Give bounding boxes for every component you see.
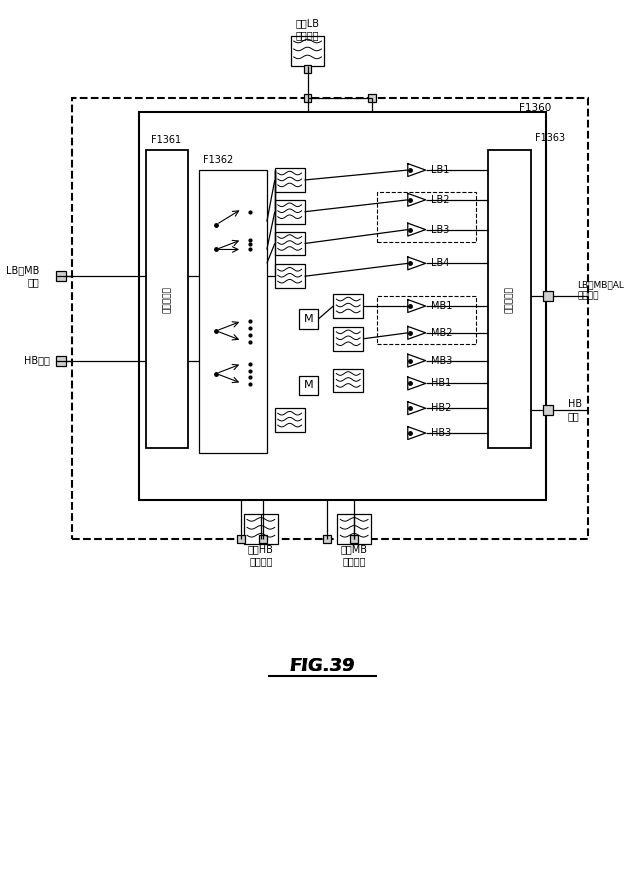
Bar: [56, 271, 67, 281]
Text: LB／MB／AL
帯域出力: LB／MB／AL 帯域出力: [577, 281, 625, 300]
Bar: [543, 291, 553, 301]
Text: HB
出力: HB 出力: [568, 399, 582, 421]
Text: 外部LB
フィルタ: 外部LB フィルタ: [296, 19, 319, 40]
Text: HB入力: HB入力: [24, 356, 49, 366]
Bar: [291, 36, 324, 66]
Bar: [333, 327, 363, 351]
Bar: [337, 515, 371, 544]
Text: HB1: HB1: [431, 379, 451, 389]
Bar: [377, 296, 476, 343]
Text: M: M: [304, 381, 314, 390]
Bar: [199, 170, 267, 453]
Bar: [323, 535, 332, 543]
Text: LB1: LB1: [431, 165, 449, 175]
Text: F1361: F1361: [150, 135, 181, 146]
Text: LB／MB
入力: LB／MB 入力: [6, 266, 40, 287]
Bar: [146, 150, 188, 448]
Text: 出力選択器: 出力選択器: [505, 285, 514, 313]
Bar: [56, 356, 67, 366]
Bar: [259, 535, 267, 543]
Bar: [72, 98, 588, 540]
Text: F1362: F1362: [204, 155, 234, 165]
Text: 外部HB
フィルタ: 外部HB フィルタ: [248, 544, 274, 566]
Text: HB3: HB3: [431, 428, 451, 438]
Bar: [237, 535, 245, 543]
Text: LB3: LB3: [431, 224, 449, 235]
Text: FIG.39: FIG.39: [289, 657, 355, 675]
Text: 入力選択器: 入力選択器: [163, 285, 172, 313]
Bar: [275, 408, 305, 432]
Bar: [244, 515, 278, 544]
Text: LB4: LB4: [431, 259, 449, 268]
Text: F1363: F1363: [535, 133, 565, 143]
Bar: [275, 264, 305, 288]
Bar: [377, 192, 476, 242]
Bar: [275, 231, 305, 255]
Text: HB2: HB2: [431, 404, 451, 413]
Bar: [275, 168, 305, 192]
Bar: [299, 375, 319, 396]
Bar: [275, 200, 305, 223]
Text: LB2: LB2: [431, 195, 449, 205]
Text: MB3: MB3: [431, 356, 452, 366]
Bar: [303, 94, 312, 102]
Bar: [299, 309, 319, 328]
Bar: [368, 94, 376, 102]
Bar: [350, 535, 358, 543]
Text: 外部MB
フィルタ: 外部MB フィルタ: [340, 544, 367, 566]
Bar: [543, 405, 553, 415]
Bar: [333, 294, 363, 318]
Bar: [303, 64, 312, 72]
Bar: [139, 112, 546, 500]
Text: MB2: MB2: [431, 328, 452, 338]
Bar: [333, 368, 363, 392]
Bar: [488, 150, 531, 448]
Text: M: M: [304, 314, 314, 324]
Text: F1360: F1360: [519, 102, 551, 112]
Text: MB1: MB1: [431, 301, 452, 311]
Text: FIG.39: FIG.39: [289, 657, 355, 675]
